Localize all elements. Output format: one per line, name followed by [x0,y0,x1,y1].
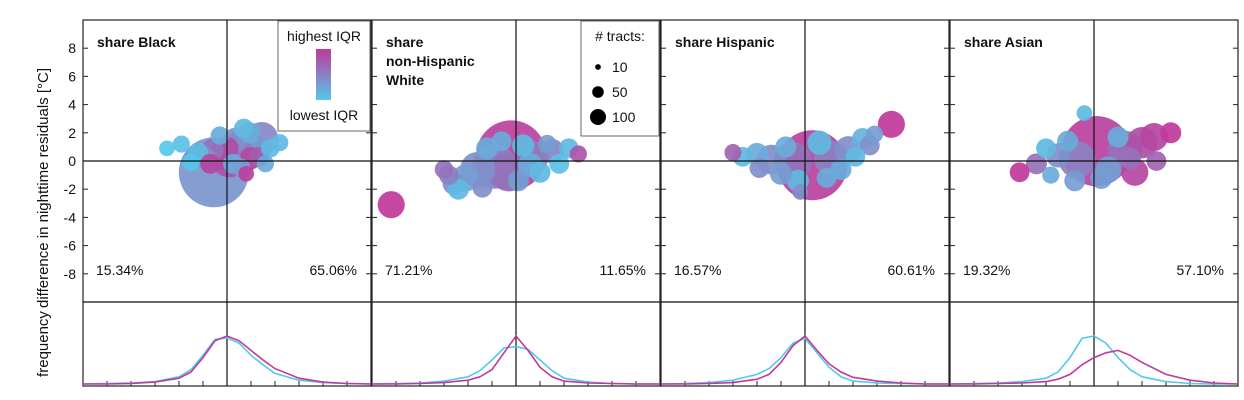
legend-tracts-title: # tracts: [595,28,645,44]
legend-size-dot [595,64,601,70]
histogram-highest-iqr [661,334,949,385]
scatter-point [775,136,797,158]
scatter-point [1107,126,1129,148]
scatter-point [569,145,587,163]
scatter-point [769,162,793,185]
scatter-point [1042,166,1060,184]
percent-left: 16.57% [674,262,721,278]
scatter-point [233,118,254,139]
percent-left: 19.32% [963,262,1010,278]
legend-iqr: highest IQR lowest IQR [277,20,371,132]
legend-size-label: 100 [612,109,636,125]
scatter-point [845,146,866,167]
percent-right: 57.10% [1177,262,1224,278]
scatter-point [200,153,221,174]
legend-tracts: # tracts: 10 50 100 [580,20,660,137]
y-axis-label-bottom: frequency [35,311,52,377]
histogram-lowest-iqr [660,337,949,385]
scatter-point [491,131,512,152]
y-tick-label: 0 [68,153,76,169]
percent-right: 65.06% [310,262,357,278]
legend-highest-iqr: highest IQR [287,28,361,44]
scatter-point [172,135,190,153]
histogram-highest-iqr [950,349,1239,385]
y-tick-label: 8 [68,40,76,56]
panel-title: share non-Hispanic White [386,34,475,88]
scatter-point [529,161,551,183]
scatter-point [472,177,493,198]
scatter-point [807,130,832,155]
scatter-point [549,153,570,174]
scatter-point [1160,122,1182,144]
y-axis-label-top: difference in nighttime residuals [°C] [35,68,52,308]
legend-size-label: 50 [612,84,628,100]
scatter-point [1064,170,1086,192]
histogram-lowest-iqr [949,335,1238,385]
scatter-point [1036,138,1056,159]
legend-lowest-iqr: lowest IQR [290,107,358,123]
panel-title: share Asian [964,34,1043,50]
panel-title: share Black [97,34,176,50]
scatter-point [512,134,535,157]
y-tick-label: -6 [64,238,77,254]
legend-size-label: 10 [612,59,628,75]
scatter-point [877,110,905,138]
panel: share Asian 19.32% 57.10% [949,19,1239,387]
scatter-point [1076,105,1093,121]
scatter-point [256,155,274,173]
scatter-point [816,168,837,188]
panel: share non-Hispanic White 71.21% 11.65% # trac… [371,19,661,387]
panel: share Black 15.34% 65.06% highest IQR lowest… [82,19,372,387]
scatter-point [434,160,454,179]
scatter-point [507,170,529,192]
y-tick-label: -2 [64,181,77,197]
scatter-point [537,134,557,154]
panel: share Hispanic 16.57% 60.61% [660,19,950,387]
scatter-point [724,143,742,162]
y-tick-label: 4 [68,97,76,113]
scatter-point [182,153,200,171]
y-tick-label: -4 [64,209,77,225]
legend-gradient-bar [316,49,331,100]
scatter-point [1025,153,1047,175]
percent-right: 11.65% [600,262,646,278]
legend-size-dot [590,109,606,125]
legend-size-dot [592,86,604,98]
scatter-point [210,126,230,145]
scatter-point [792,184,809,200]
histogram-highest-iqr [83,335,372,385]
scatter-point [1009,162,1030,183]
percent-left: 71.21% [385,262,432,278]
y-tick-label: 2 [68,125,76,141]
scatter-point [238,165,255,182]
scatter-point [271,134,289,152]
percent-right: 60.61% [888,262,935,278]
panels: share Black 15.34% 65.06% highest IQR lowest… [82,19,1239,387]
histogram-highest-iqr [372,334,660,385]
scatter-point [159,140,175,157]
y-tick-labels: 8 6 4 2 0 -2 -4 -6 -8 [64,40,77,282]
scatter-point [1057,130,1079,152]
scatter-point [377,191,405,219]
scatter-point [866,125,884,143]
y-tick-label: -8 [64,266,77,282]
scatter-point [1118,147,1142,170]
scatter-point [749,158,770,178]
percent-left: 15.34% [96,262,143,278]
scatter-point [1090,166,1113,189]
y-tick-label: 6 [68,68,76,84]
panel-title: share Hispanic [675,34,775,50]
